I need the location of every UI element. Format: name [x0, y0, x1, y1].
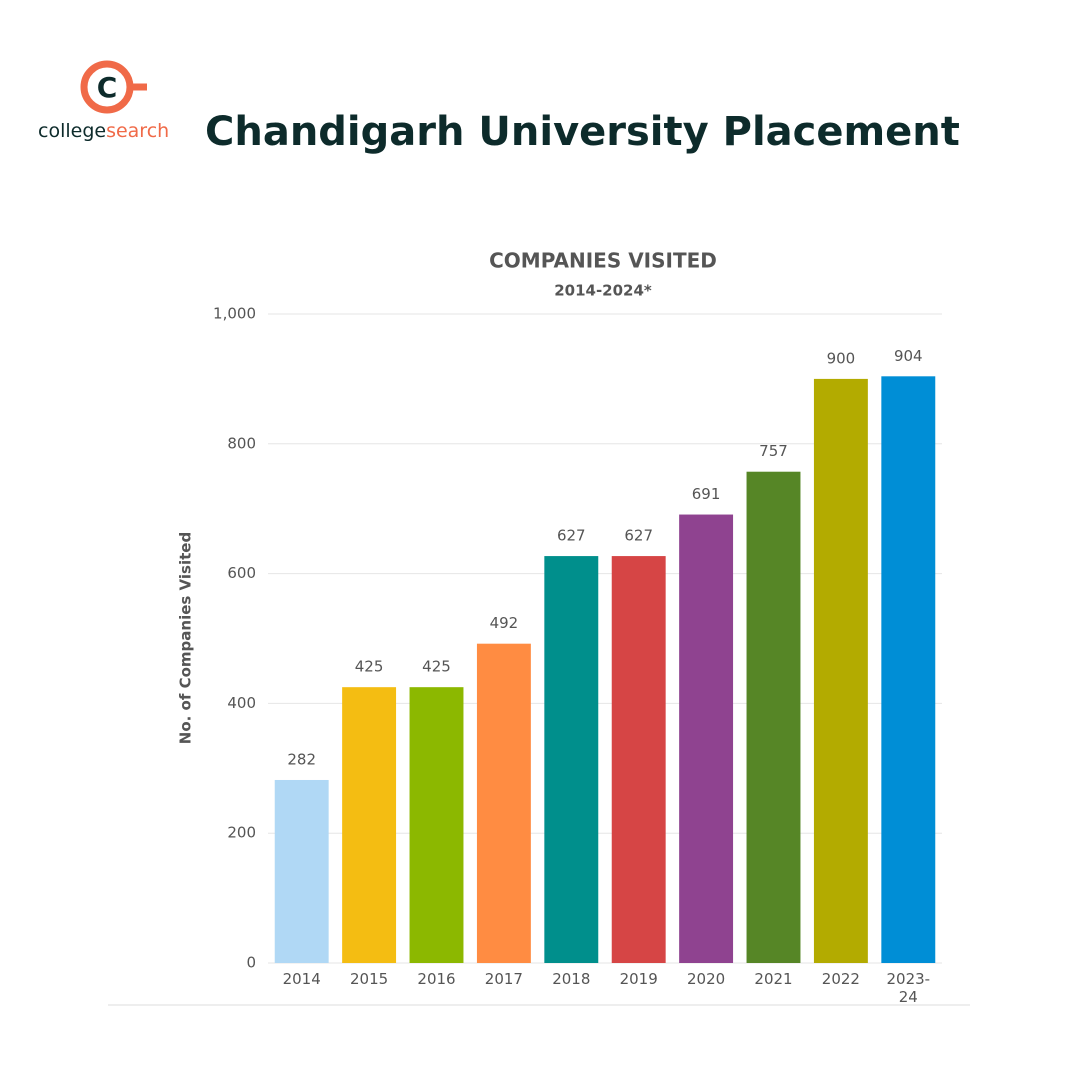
y-tick-label: 200	[227, 824, 256, 842]
logo-text-2: search	[106, 120, 169, 142]
y-tick-label: 0	[246, 954, 256, 972]
x-tick-label: 2014	[282, 970, 321, 988]
data-label: 627	[624, 527, 653, 545]
data-label: 492	[490, 614, 519, 632]
data-label: 425	[422, 658, 451, 676]
bar	[409, 687, 464, 963]
data-label: 757	[759, 442, 788, 460]
bar	[476, 643, 531, 963]
logo-text-1: college	[38, 120, 106, 142]
logo-text: collegesearch	[38, 120, 169, 142]
bar	[274, 779, 329, 963]
y-tick-label: 600	[227, 564, 256, 582]
x-tick-label: 2021	[754, 970, 793, 988]
x-tick-label: 2020	[687, 970, 726, 988]
bar	[813, 378, 868, 963]
x-tick-label: 2022	[821, 970, 860, 988]
data-label: 282	[287, 750, 316, 768]
x-tick-label: 2017	[484, 970, 523, 988]
bar	[679, 514, 734, 963]
data-label: 904	[894, 347, 923, 365]
bar	[544, 556, 599, 963]
chart-subtitle: 2014-2024*	[554, 282, 652, 300]
bar	[611, 556, 666, 963]
data-label: 900	[827, 349, 856, 367]
bar	[746, 471, 801, 963]
bar	[881, 376, 936, 964]
data-label: 627	[557, 527, 586, 545]
page-title: Chandigarh University Placement	[205, 109, 960, 155]
x-tick-label: 2016	[417, 970, 456, 988]
y-axis-label: No. of Companies Visited	[177, 532, 195, 744]
bar	[342, 687, 397, 963]
chart-title: COMPANIES VISITED	[489, 249, 717, 273]
data-label: 425	[355, 658, 384, 676]
x-tick-label: 2015	[350, 970, 389, 988]
logo-mark: C	[97, 71, 118, 104]
x-tick-label: 2023-24	[886, 970, 931, 1006]
y-tick-label: 400	[227, 694, 256, 712]
y-tick-label: 800	[227, 434, 256, 452]
x-tick-label: 2019	[619, 970, 658, 988]
data-label: 691	[692, 485, 721, 503]
x-tick-label: 2018	[552, 970, 591, 988]
y-tick-label: 1,000	[213, 305, 256, 323]
